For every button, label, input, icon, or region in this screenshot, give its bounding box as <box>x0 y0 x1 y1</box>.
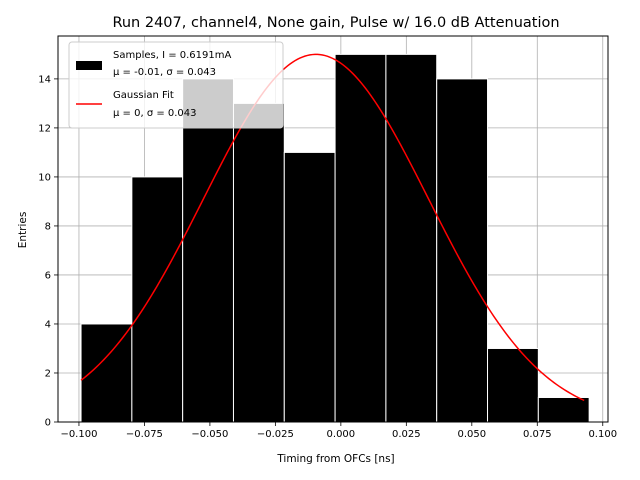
y-tick-label: 12 <box>38 123 51 134</box>
y-tick-label: 6 <box>45 270 51 281</box>
histogram-bar <box>436 78 489 423</box>
histogram-bar <box>385 53 438 423</box>
y-tick-label: 2 <box>45 368 51 379</box>
histogram-bar <box>334 53 387 423</box>
y-axis-title: Entries <box>17 212 29 249</box>
y-tick-label: 10 <box>38 172 51 183</box>
histogram-bar <box>80 323 133 423</box>
histogram-bar <box>487 347 539 423</box>
legend-label-fit: Gaussian Fit <box>113 90 174 101</box>
x-tick-label: −0.050 <box>191 429 228 440</box>
y-axis-ticks: 0 2 4 6 8 10 12 14 <box>38 74 58 429</box>
histogram-bar <box>283 151 336 423</box>
legend: Samples, I = 0.6191mA μ = -0.01, σ = 0.0… <box>68 41 284 129</box>
y-tick-label: 4 <box>45 319 51 330</box>
histogram-bar <box>232 102 285 423</box>
histogram-bar <box>131 176 184 423</box>
x-tick-label: 0.100 <box>588 429 617 440</box>
legend-label-samples-stats: μ = -0.01, σ = 0.043 <box>113 67 216 78</box>
x-tick-label: −0.075 <box>126 429 163 440</box>
x-tick-label: −0.100 <box>60 429 97 440</box>
chart-title: Run 2407, channel4, None gain, Pulse w/ … <box>112 15 559 31</box>
histogram-bar <box>537 396 590 423</box>
x-tick-label: 0.075 <box>523 429 552 440</box>
legend-histogram-swatch <box>76 61 102 70</box>
y-tick-label: 0 <box>45 418 51 429</box>
x-tick-label: −0.025 <box>257 429 294 440</box>
x-tick-label: 0.000 <box>327 429 356 440</box>
y-tick-label: 8 <box>45 221 51 232</box>
gaussian-fit-line <box>80 53 585 402</box>
x-axis-title: Timing from OFCs [ns] <box>276 453 394 465</box>
legend-label-fit-stats: μ = 0, σ = 0.043 <box>113 108 197 119</box>
x-tick-label: 0.025 <box>392 429 421 440</box>
gaussian-fit <box>80 53 585 402</box>
plot-frame <box>57 35 609 423</box>
legend-label-samples: Samples, I = 0.6191mA <box>113 50 231 61</box>
x-axis-ticks: −0.100 −0.075 −0.050 −0.025 0.000 0.025 0.050 0… <box>60 422 617 440</box>
x-tick-label: 0.050 <box>457 429 486 440</box>
histogram-bar <box>182 78 234 423</box>
legend-box <box>68 41 284 129</box>
y-tick-label: 14 <box>38 74 51 85</box>
